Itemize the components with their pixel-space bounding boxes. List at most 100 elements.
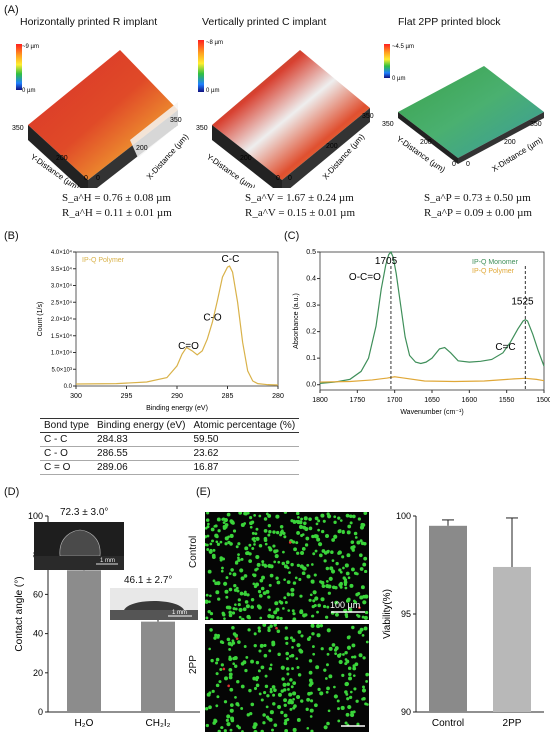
svg-text:350: 350 bbox=[382, 121, 394, 128]
live-cell bbox=[277, 692, 282, 697]
live-cell bbox=[263, 643, 267, 648]
live-cell bbox=[257, 605, 262, 610]
live-cell bbox=[217, 597, 221, 601]
live-cell bbox=[331, 538, 335, 542]
table-header-row: Bond type Binding energy (eV) Atomic per… bbox=[40, 418, 300, 433]
live-cell bbox=[247, 616, 251, 620]
live-cell bbox=[261, 560, 265, 564]
live-cell bbox=[262, 624, 267, 627]
dead-cell bbox=[222, 667, 226, 671]
live-cell bbox=[299, 609, 304, 613]
live-cell bbox=[363, 615, 368, 620]
live-cell bbox=[226, 512, 231, 517]
live-cell bbox=[226, 722, 231, 727]
live-cell bbox=[316, 624, 321, 629]
y-tick-label: 3.5×10⁴ bbox=[51, 266, 73, 273]
live-cell bbox=[337, 719, 341, 723]
live-cell bbox=[276, 629, 281, 634]
live-cell bbox=[283, 564, 288, 569]
live-cell bbox=[361, 688, 367, 693]
table-cell: C - C bbox=[40, 432, 94, 447]
live-cell bbox=[220, 726, 223, 730]
live-cell bbox=[253, 644, 257, 648]
live-cell bbox=[339, 585, 343, 589]
live-cell bbox=[349, 514, 353, 519]
live-cell bbox=[268, 583, 272, 587]
live-cell bbox=[326, 663, 329, 667]
live-cell bbox=[297, 516, 300, 519]
live-cell bbox=[273, 723, 278, 728]
live-cell bbox=[309, 708, 314, 713]
live-cell bbox=[237, 556, 240, 560]
table-cell: 59.50 bbox=[189, 432, 300, 447]
live-cell bbox=[212, 548, 216, 552]
live-cell bbox=[209, 542, 213, 546]
category-label: Control bbox=[432, 718, 464, 729]
water-angle-label: 72.3 ± 3.0° bbox=[60, 507, 109, 518]
live-cell bbox=[316, 537, 321, 542]
y-tick-label: 95 bbox=[401, 609, 411, 619]
live-cell bbox=[215, 590, 220, 595]
live-cell bbox=[228, 672, 233, 677]
live-cell bbox=[286, 682, 290, 686]
live-cell bbox=[260, 586, 265, 591]
live-cell bbox=[282, 550, 285, 554]
x-tick-label: 300 bbox=[70, 393, 82, 400]
live-cell bbox=[225, 595, 229, 599]
live-cell bbox=[293, 704, 297, 708]
live-cell bbox=[333, 694, 338, 699]
live-cell bbox=[307, 691, 311, 696]
2pp-image-label: 2PP bbox=[188, 655, 199, 674]
live-cell bbox=[245, 655, 249, 659]
live-cell bbox=[305, 536, 310, 541]
live-cell bbox=[310, 729, 314, 732]
dead-cell bbox=[227, 684, 230, 688]
live-cell bbox=[231, 611, 236, 615]
live-cell bbox=[237, 640, 241, 644]
scale-min-2: 0 µm bbox=[206, 88, 219, 94]
live-cell bbox=[312, 599, 316, 603]
live-cell bbox=[250, 605, 255, 609]
legend-label: IP-Q Polymer bbox=[472, 268, 515, 275]
live-cell bbox=[238, 615, 242, 619]
series-line bbox=[319, 376, 545, 383]
live-cell bbox=[296, 643, 301, 648]
live-cell bbox=[214, 633, 218, 637]
live-cell bbox=[334, 600, 339, 605]
live-cell bbox=[272, 702, 276, 706]
live-cell bbox=[219, 540, 223, 544]
live-cell bbox=[331, 559, 335, 563]
live-cell bbox=[309, 593, 313, 597]
live-cell bbox=[305, 707, 309, 711]
live-cell bbox=[236, 724, 240, 728]
live-cell bbox=[225, 605, 230, 610]
live-cell bbox=[268, 608, 272, 612]
live-cell bbox=[246, 593, 250, 597]
live-cell bbox=[322, 604, 327, 609]
live-cell bbox=[234, 634, 238, 638]
live-cell bbox=[271, 728, 274, 732]
live-cell bbox=[339, 581, 343, 586]
live-cell bbox=[229, 533, 234, 538]
table-cell: 289.06 bbox=[93, 460, 190, 475]
live-cell bbox=[363, 512, 368, 515]
live-cell bbox=[225, 718, 229, 722]
live-cell bbox=[362, 656, 366, 660]
live-cell bbox=[328, 646, 333, 651]
live-cell bbox=[304, 543, 309, 547]
live-cell bbox=[205, 616, 209, 620]
live-cell bbox=[345, 598, 350, 603]
live-cell bbox=[335, 612, 339, 617]
live-cell bbox=[259, 616, 263, 620]
live-cell bbox=[208, 549, 213, 554]
live-cell bbox=[345, 513, 350, 518]
live-cell bbox=[290, 592, 295, 597]
live-cell bbox=[306, 574, 311, 579]
live-cell bbox=[266, 694, 270, 698]
live-cell bbox=[294, 576, 298, 580]
live-cell bbox=[297, 673, 302, 677]
live-cell bbox=[277, 652, 281, 657]
scale-max-1: ~9 µm bbox=[22, 44, 39, 50]
live-cell bbox=[339, 519, 343, 522]
live-cell bbox=[286, 580, 291, 585]
